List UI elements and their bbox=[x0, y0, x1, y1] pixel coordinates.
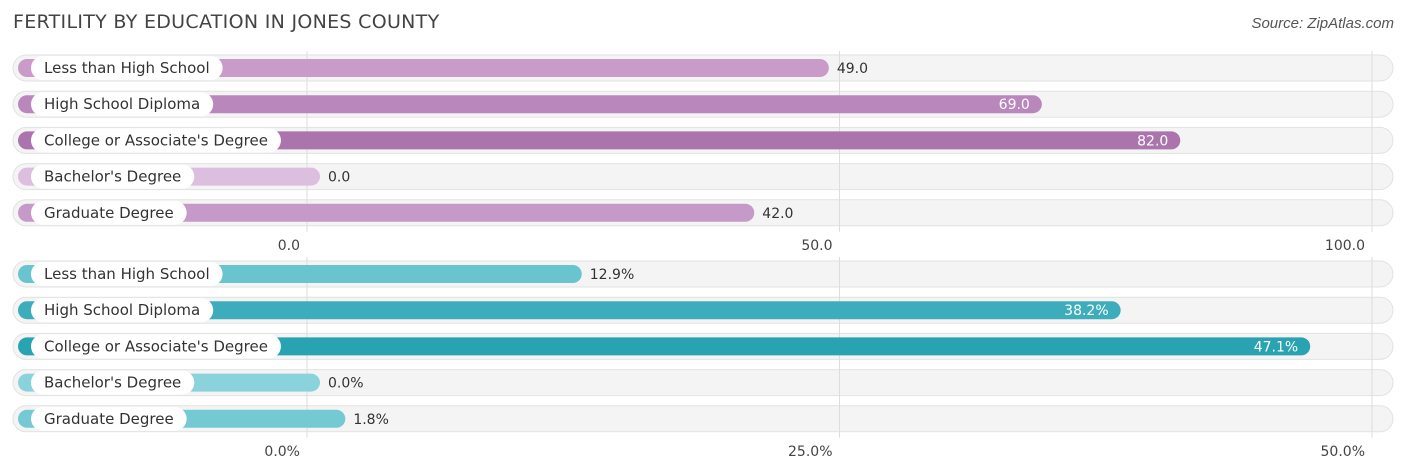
category-label: College or Associate's Degree bbox=[44, 131, 268, 149]
value-label: 69.0 bbox=[999, 97, 1030, 113]
chart-title: FERTILITY BY EDUCATION IN JONES COUNTY bbox=[13, 11, 440, 33]
category-label: High School Diploma bbox=[44, 301, 200, 319]
value-label: 12.9% bbox=[590, 267, 634, 283]
value-label: 47.1% bbox=[1254, 339, 1298, 355]
source-note: Source: ZipAtlas.com bbox=[1251, 15, 1394, 32]
value-label: 0.0% bbox=[328, 376, 364, 392]
label-pill bbox=[31, 334, 281, 359]
label-pill bbox=[31, 200, 187, 225]
row-track bbox=[12, 163, 1394, 191]
category-label: Graduate Degree bbox=[44, 204, 174, 222]
row-track bbox=[12, 405, 1394, 433]
bar bbox=[18, 301, 1121, 320]
tick-label: 0.0% bbox=[264, 444, 300, 460]
category-label: Bachelor's Degree bbox=[44, 168, 181, 186]
tick-label: 50.0 bbox=[801, 238, 832, 254]
category-label: College or Associate's Degree bbox=[44, 337, 268, 355]
value-label: 38.2% bbox=[1064, 303, 1108, 319]
label-pill bbox=[31, 164, 195, 189]
value-label: 82.0 bbox=[1137, 133, 1168, 149]
value-label: 49.0 bbox=[837, 61, 868, 77]
category-label: Bachelor's Degree bbox=[44, 374, 181, 392]
category-label: Less than High School bbox=[44, 59, 210, 77]
label-pill bbox=[31, 128, 281, 153]
label-pill bbox=[31, 298, 214, 323]
chart-panel-2: Less than High School 12.9% High School Di… bbox=[12, 257, 1394, 460]
value-label: 0.0 bbox=[328, 170, 350, 186]
label-pill bbox=[31, 370, 195, 395]
tick-label: 25.0% bbox=[788, 444, 832, 460]
tick-label: 50.0% bbox=[1321, 444, 1365, 460]
row-track bbox=[12, 369, 1394, 397]
tick-label: 100.0 bbox=[1325, 238, 1365, 254]
category-label: High School Diploma bbox=[44, 95, 200, 113]
category-label: Less than High School bbox=[44, 265, 210, 283]
bar bbox=[18, 203, 755, 222]
label-pill bbox=[31, 262, 223, 286]
category-label: Graduate Degree bbox=[44, 410, 174, 428]
chart-panel-1: Less than High School 49.0 High School Dip… bbox=[12, 51, 1394, 254]
label-pill bbox=[31, 406, 187, 431]
label-pill bbox=[31, 92, 214, 117]
bar bbox=[18, 337, 1311, 356]
value-label: 1.8% bbox=[353, 412, 389, 428]
value-label: 42.0 bbox=[762, 206, 793, 222]
label-pill bbox=[31, 56, 223, 80]
bar bbox=[18, 131, 1181, 150]
tick-label: 0.0 bbox=[278, 238, 300, 254]
bar bbox=[18, 95, 1042, 114]
